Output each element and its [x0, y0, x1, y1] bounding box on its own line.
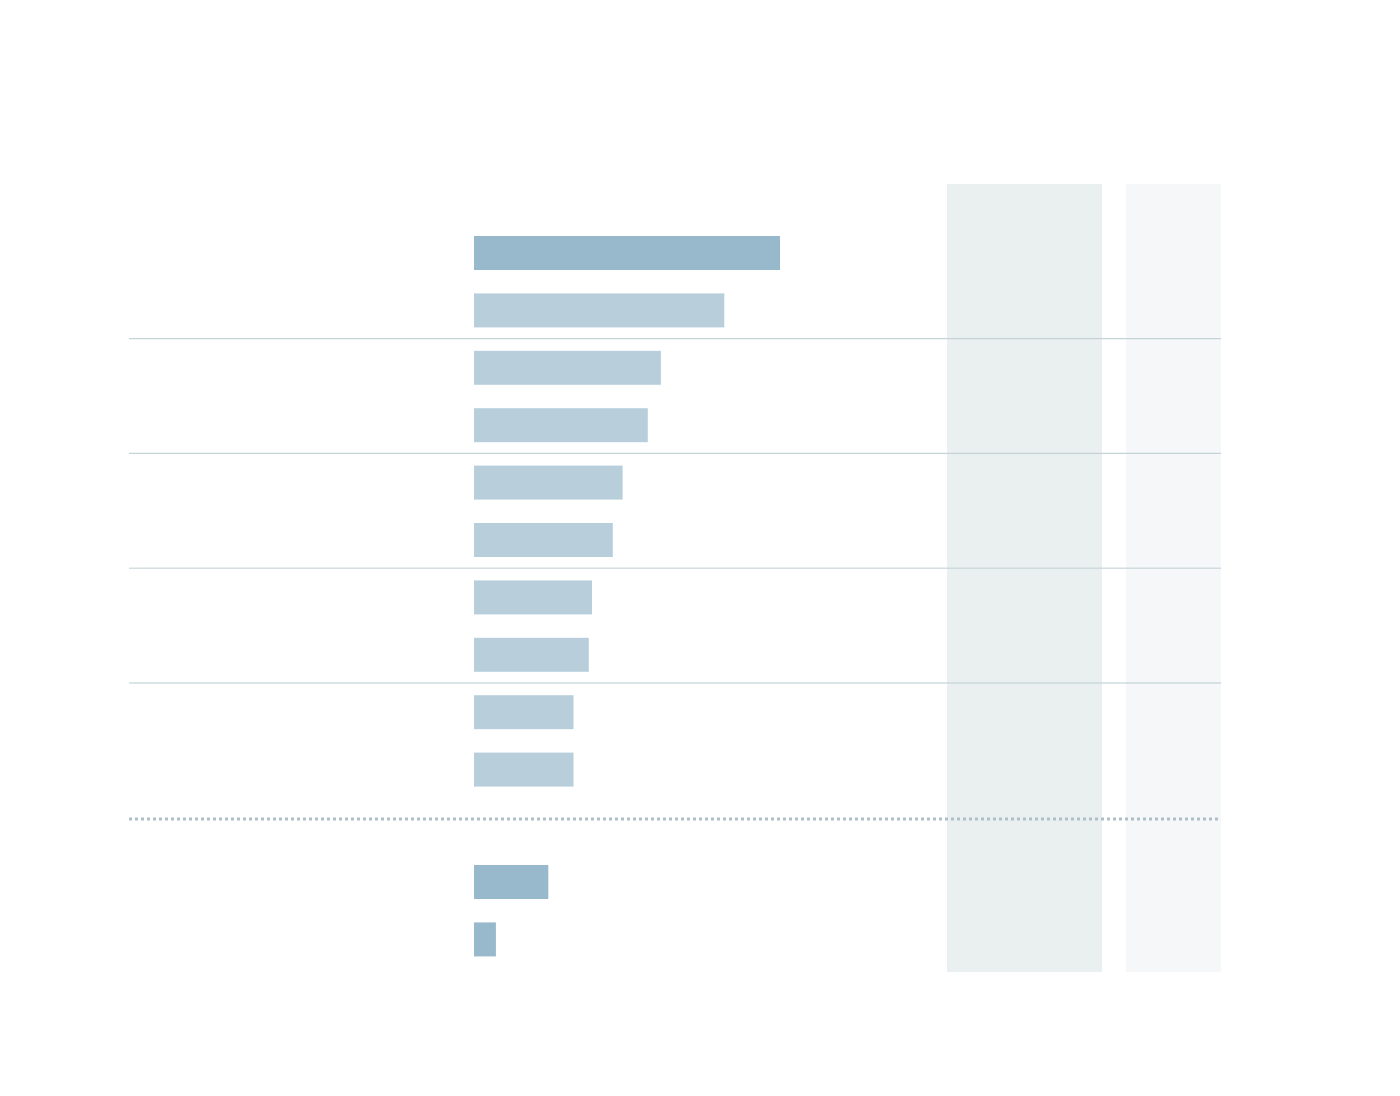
bar-group-1-item-1: [474, 236, 780, 270]
bar-group-2-item-1: [474, 350, 661, 385]
bar-group-5-item-2: [474, 752, 574, 787]
bar-group-1-item-2: [474, 293, 725, 328]
separated-bar-1: [474, 865, 549, 899]
bar-group-3-item-1: [474, 465, 623, 500]
bar-group-4-item-1: [474, 580, 592, 615]
bar-group-5-item-1: [474, 695, 574, 730]
bar-group-2-item-2: [474, 408, 648, 443]
column-panel-2: [1126, 184, 1221, 972]
column-panel-1: [947, 184, 1102, 972]
bar-group-3-item-2: [474, 523, 613, 557]
separated-bar-2: [474, 922, 496, 957]
bar-group-4-item-2: [474, 637, 589, 672]
